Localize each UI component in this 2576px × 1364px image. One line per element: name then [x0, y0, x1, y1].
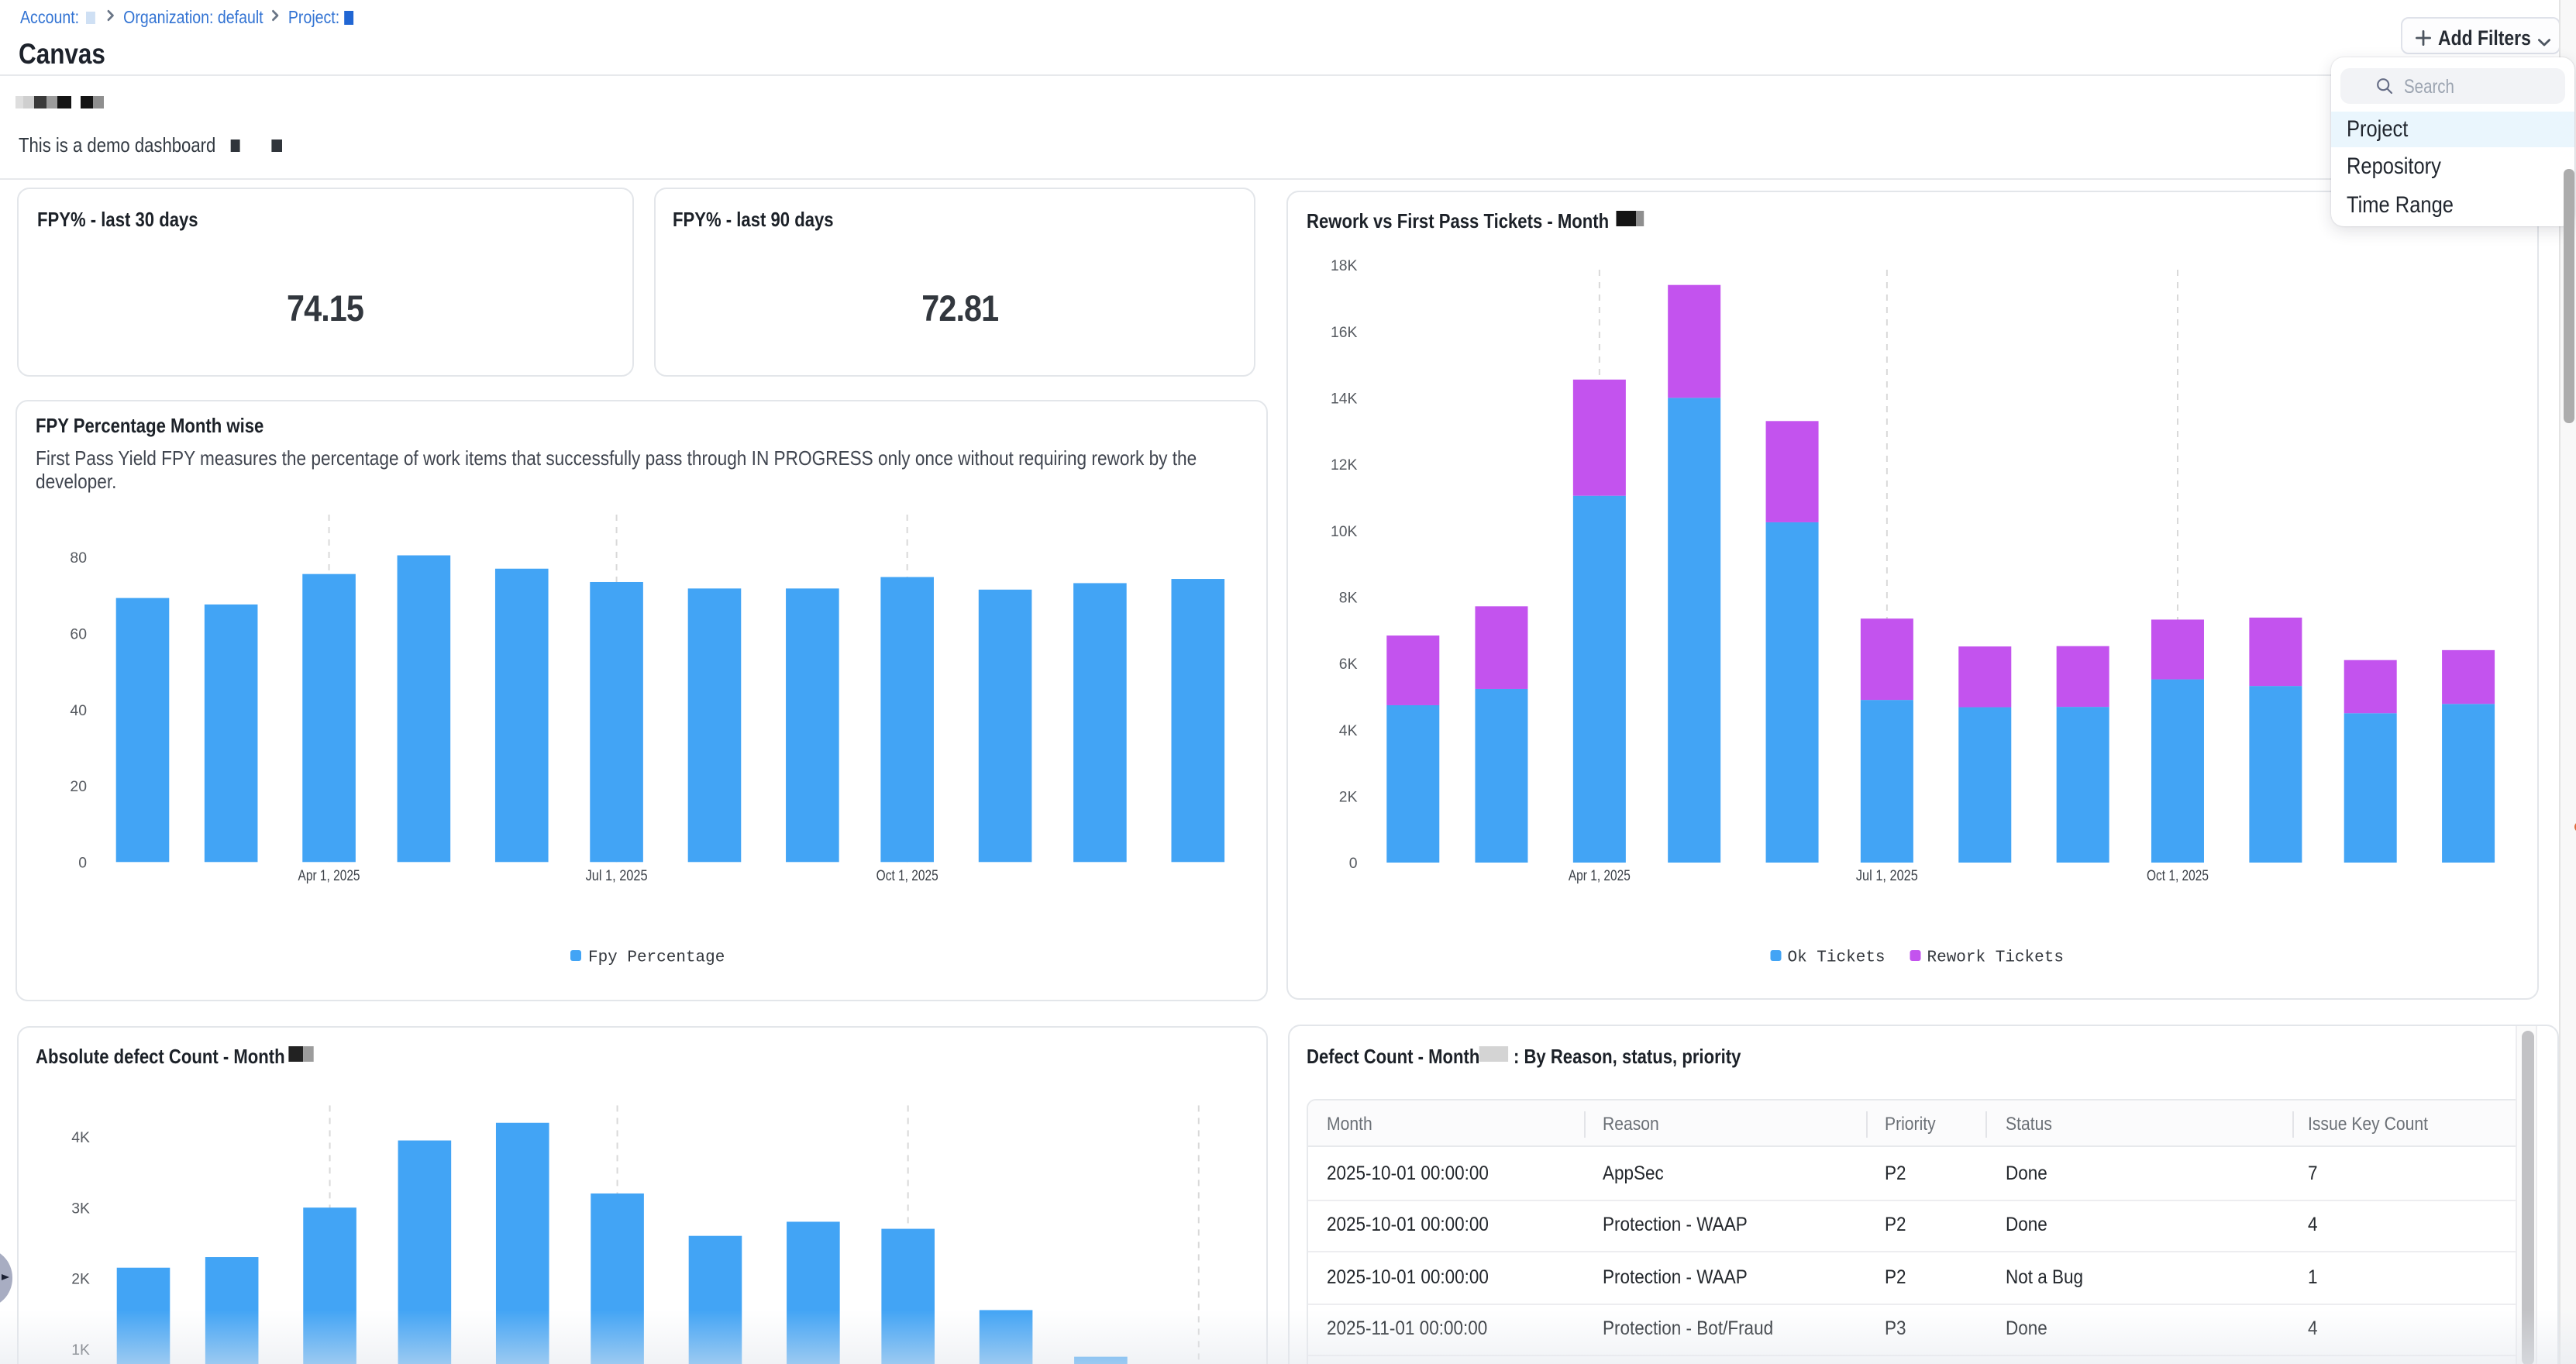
svg-text:Jul 1, 2025: Jul 1, 2025 [586, 867, 648, 884]
svg-text:0: 0 [1349, 855, 1358, 872]
svg-text:10K: 10K [1331, 523, 1358, 540]
svg-text:80: 80 [70, 549, 87, 567]
svg-text:20: 20 [70, 778, 87, 795]
svg-text:2K: 2K [71, 1270, 89, 1287]
svg-text:40: 40 [70, 702, 87, 719]
svg-text:2K: 2K [1339, 789, 1358, 806]
svg-text:18K: 18K [1331, 257, 1358, 274]
svg-text:0: 0 [78, 854, 87, 871]
svg-text:8K: 8K [1339, 590, 1358, 607]
svg-text:16K: 16K [1331, 324, 1358, 341]
svg-text:Fpy Percentage: Fpy Percentage [588, 949, 725, 966]
svg-text:4K: 4K [1339, 722, 1358, 739]
svg-text:4K: 4K [71, 1128, 89, 1145]
svg-text:12K: 12K [1331, 456, 1358, 474]
svg-text:Apr 1, 2025: Apr 1, 2025 [1569, 867, 1631, 884]
svg-text:Jul 1, 2025: Jul 1, 2025 [1856, 867, 1918, 884]
svg-text:60: 60 [70, 626, 87, 643]
svg-text:Ok Tickets: Ok Tickets [1788, 949, 1886, 966]
svg-text:6K: 6K [1339, 656, 1358, 673]
svg-text:3K: 3K [71, 1199, 89, 1216]
svg-text:14K: 14K [1331, 391, 1358, 408]
svg-text:Oct 1, 2025: Oct 1, 2025 [876, 867, 938, 884]
svg-text:Rework Tickets: Rework Tickets [1927, 949, 2064, 966]
svg-text:Oct 1, 2025: Oct 1, 2025 [2147, 867, 2209, 884]
svg-text:Apr 1, 2025: Apr 1, 2025 [298, 867, 360, 884]
